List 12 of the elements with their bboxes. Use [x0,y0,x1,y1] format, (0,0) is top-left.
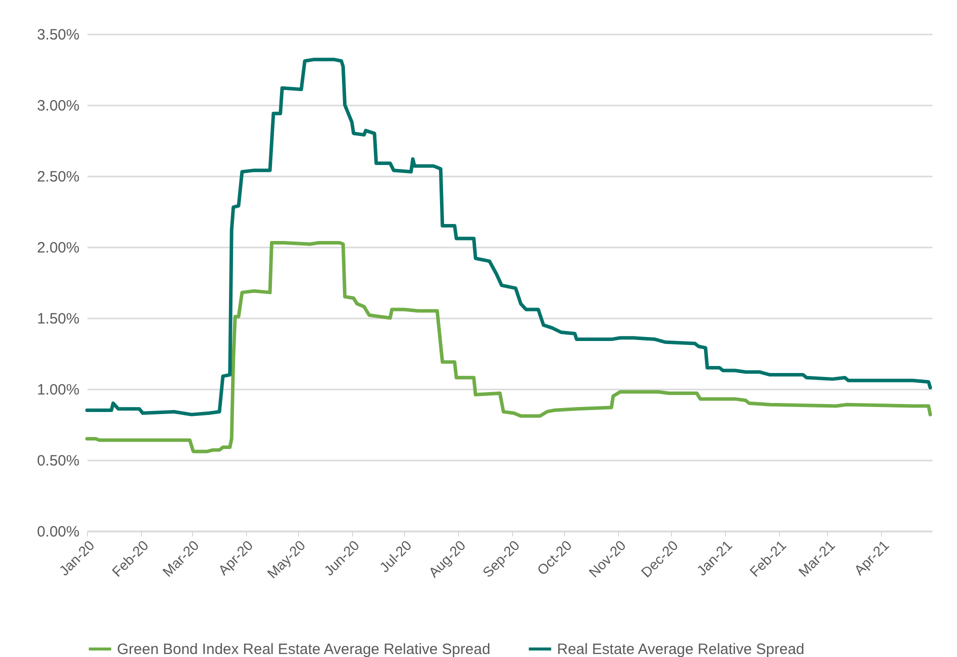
y-tick-label: 0.00% [36,524,80,540]
y-tick-label: 3.50% [36,26,80,44]
y-tick-label: 3.00% [36,98,80,114]
line-series [85,58,932,416]
legend-label: Real Estate Average Relative Spread [557,641,804,657]
line-series [85,240,932,454]
y-tick-label: 2.50% [36,168,80,186]
y-tick-label: 0.50% [36,452,80,470]
y-tick-label: 1.50% [36,310,80,328]
y-tick-label: 2.00% [36,240,80,256]
legend-label: Green Bond Index Real Estate Average Relative Spread [117,641,490,657]
y-tick-label: 1.00% [36,382,80,398]
